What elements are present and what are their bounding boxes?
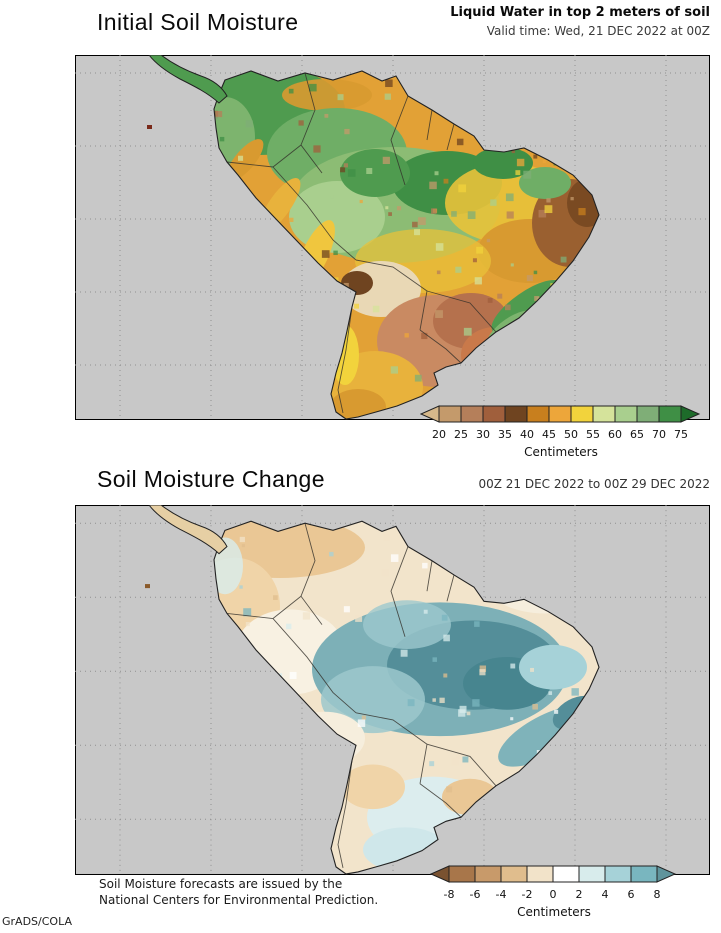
svg-text:8: 8 <box>654 888 661 901</box>
svg-text:2: 2 <box>576 888 583 901</box>
svg-text:-6: -6 <box>470 888 481 901</box>
top-colorbar-unit: Centimeters <box>524 445 598 459</box>
initial-soil-moisture-map <box>74 54 711 421</box>
bottom-colorbar: -8 -6 -4 -2 0 2 4 6 8 Centimeters <box>429 864 678 919</box>
svg-text:-4: -4 <box>496 888 507 901</box>
svg-text:6: 6 <box>628 888 635 901</box>
svg-text:70: 70 <box>652 428 666 441</box>
svg-text:25: 25 <box>454 428 468 441</box>
svg-text:30: 30 <box>476 428 490 441</box>
bottom-colorbar-unit: Centimeters <box>517 905 591 919</box>
top-panel-title: Initial Soil Moisture <box>97 9 299 35</box>
top-colorbar: 20 25 30 35 40 45 50 55 60 65 70 75 Centimeters <box>419 404 702 459</box>
island-mark <box>145 584 150 589</box>
top-panel-header-right: Liquid Water in top 2 meters of soil Val… <box>450 5 710 38</box>
bottom-panel-title: Soil Moisture Change <box>97 466 325 492</box>
grads-credit: GrADS/COLA <box>2 915 72 928</box>
soil-moisture-change-map <box>74 504 711 876</box>
svg-text:60: 60 <box>608 428 622 441</box>
svg-text:40: 40 <box>520 428 534 441</box>
initial-soil-moisture-map-canvas <box>74 54 711 421</box>
svg-text:55: 55 <box>586 428 600 441</box>
svg-text:4: 4 <box>602 888 609 901</box>
svg-text:0: 0 <box>550 888 557 901</box>
svg-text:35: 35 <box>498 428 512 441</box>
svg-text:20: 20 <box>432 428 446 441</box>
svg-text:45: 45 <box>542 428 556 441</box>
soil-moisture-change-map-canvas <box>74 504 711 876</box>
forecast-footnote-line2: National Centers for Environmental Predi… <box>99 893 379 907</box>
top-panel-valid-time: Valid time: Wed, 21 DEC 2022 at 00Z <box>486 24 710 38</box>
svg-text:-8: -8 <box>444 888 455 901</box>
top-colorbar-scale: 20 25 30 35 40 45 50 55 60 65 70 75 <box>419 405 701 441</box>
svg-text:75: 75 <box>674 428 688 441</box>
top-panel-subtitle: Liquid Water in top 2 meters of soil <box>450 5 710 20</box>
island-mark <box>147 125 152 129</box>
svg-text:65: 65 <box>630 428 644 441</box>
svg-text:50: 50 <box>564 428 578 441</box>
forecast-footnote-line1: Soil Moisture forecasts are issued by th… <box>99 877 343 891</box>
bottom-colorbar-scale: -8 -6 -4 -2 0 2 4 6 8 <box>429 865 677 901</box>
bottom-panel-period: 00Z 21 DEC 2022 to 00Z 29 DEC 2022 <box>478 477 710 491</box>
svg-text:-2: -2 <box>522 888 533 901</box>
forecast-footnote: Soil Moisture forecasts are issued by th… <box>99 876 378 908</box>
